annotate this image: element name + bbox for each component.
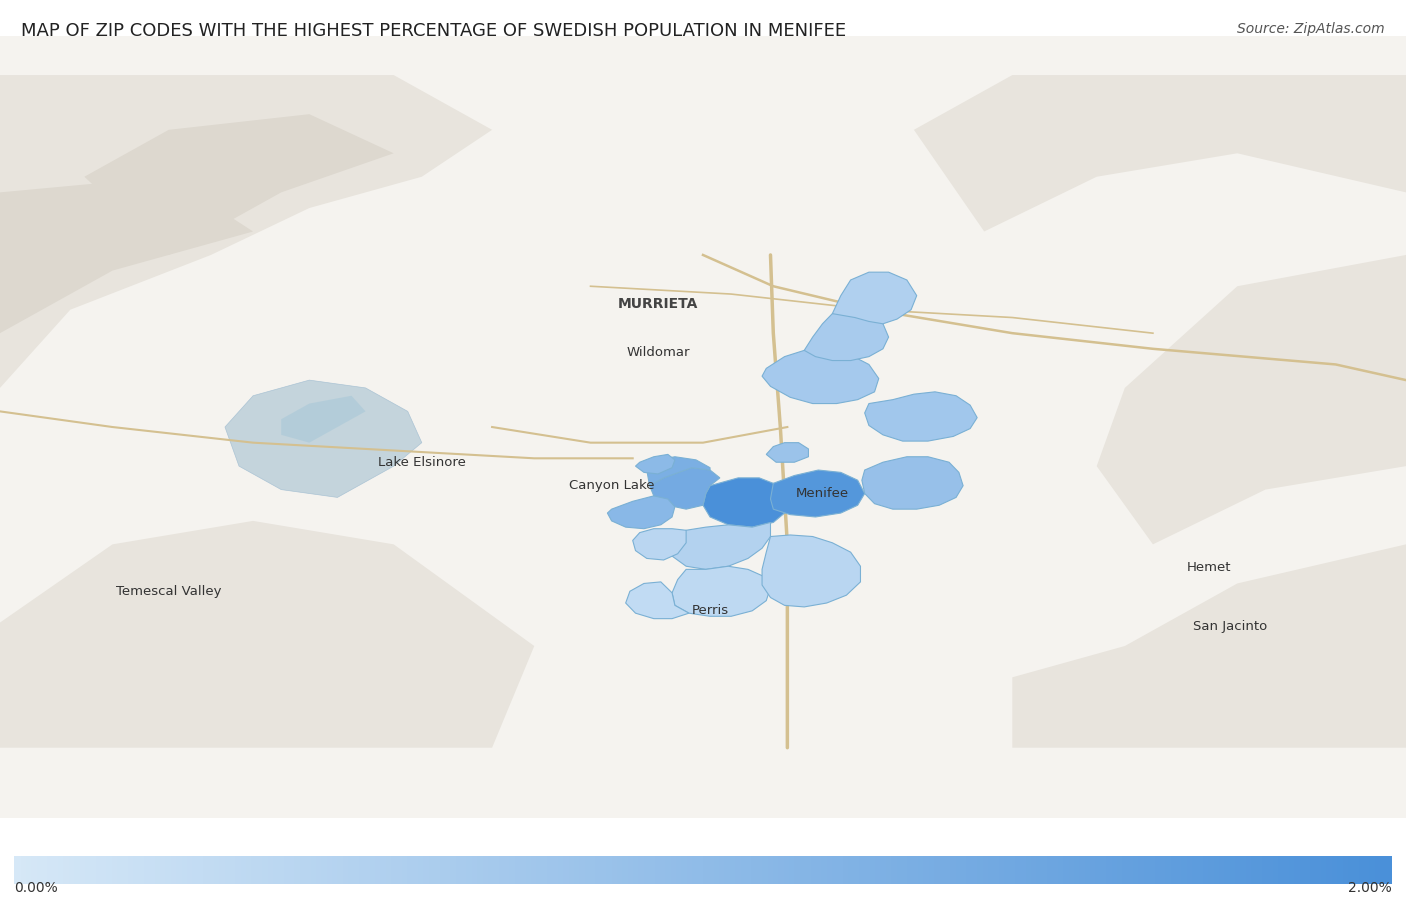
Text: Temescal Valley: Temescal Valley	[115, 584, 222, 598]
Text: Source: ZipAtlas.com: Source: ZipAtlas.com	[1237, 22, 1385, 37]
Text: Canyon Lake: Canyon Lake	[569, 479, 654, 492]
Polygon shape	[703, 478, 785, 527]
Polygon shape	[865, 392, 977, 441]
Text: MAP OF ZIP CODES WITH THE HIGHEST PERCENTAGE OF SWEDISH POPULATION IN MENIFEE: MAP OF ZIP CODES WITH THE HIGHEST PERCEN…	[21, 22, 846, 40]
Polygon shape	[0, 76, 492, 388]
Polygon shape	[0, 177, 253, 334]
Polygon shape	[914, 76, 1406, 232]
Polygon shape	[804, 309, 889, 360]
Text: Perris: Perris	[692, 604, 728, 618]
Text: Lake Elsinore: Lake Elsinore	[378, 456, 465, 468]
Text: Hemet: Hemet	[1187, 561, 1232, 574]
Polygon shape	[607, 496, 675, 529]
Text: 2.00%: 2.00%	[1348, 881, 1392, 895]
Polygon shape	[84, 114, 394, 255]
Polygon shape	[633, 529, 686, 560]
Polygon shape	[650, 467, 720, 509]
Polygon shape	[762, 349, 879, 404]
Polygon shape	[766, 442, 808, 462]
Polygon shape	[0, 36, 1406, 818]
Text: MURRIETA: MURRIETA	[617, 298, 699, 311]
Polygon shape	[225, 380, 422, 497]
Polygon shape	[672, 566, 770, 617]
Polygon shape	[626, 582, 689, 619]
Text: 0.00%: 0.00%	[14, 881, 58, 895]
Polygon shape	[281, 396, 366, 442]
Polygon shape	[0, 521, 534, 748]
Polygon shape	[862, 457, 963, 509]
Text: San Jacinto: San Jacinto	[1194, 620, 1267, 633]
Polygon shape	[770, 470, 865, 517]
Polygon shape	[636, 454, 675, 474]
Text: Wildomar: Wildomar	[626, 346, 690, 360]
Text: Menifee: Menifee	[796, 487, 849, 500]
Polygon shape	[1012, 545, 1406, 748]
Polygon shape	[672, 522, 770, 569]
Polygon shape	[647, 457, 710, 485]
Polygon shape	[762, 535, 860, 607]
Polygon shape	[832, 272, 917, 324]
Polygon shape	[1097, 255, 1406, 545]
